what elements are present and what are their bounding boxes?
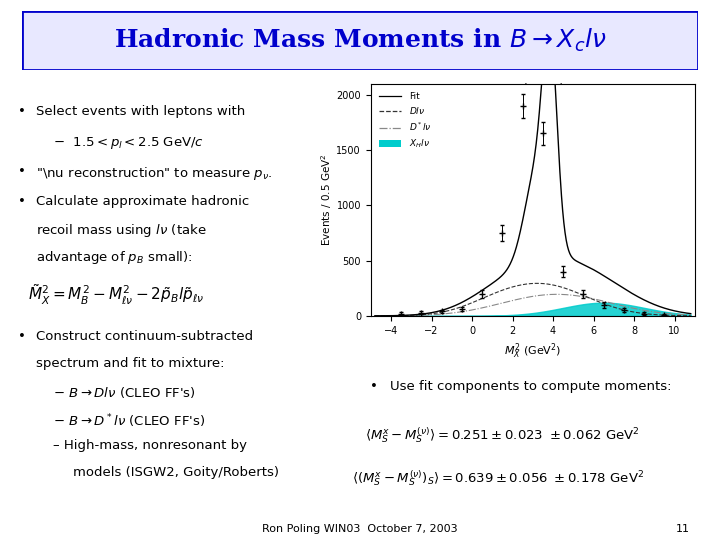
- Text: •: •: [18, 105, 26, 118]
- Text: "\nu reconstruction" to measure $p_\nu$.: "\nu reconstruction" to measure $p_\nu$.: [36, 165, 272, 182]
- Text: models (ISGW2, Goity/Roberts): models (ISGW2, Goity/Roberts): [73, 466, 279, 479]
- Text: $\langle M_S^x - M_S^{(\nu)}\rangle = 0.251\pm0.023\ \pm0.062$ GeV$^2$: $\langle M_S^x - M_S^{(\nu)}\rangle = 0.…: [365, 425, 639, 445]
- Text: advantage of $p_B$ small):: advantage of $p_B$ small):: [36, 249, 193, 266]
- Text: Select events with leptons with: Select events with leptons with: [36, 105, 246, 118]
- Text: 11: 11: [676, 524, 690, 534]
- FancyBboxPatch shape: [22, 11, 698, 70]
- Text: $-\ \ 1.5 < p_l < 2.5$ GeV/$c$: $-\ \ 1.5 < p_l < 2.5$ GeV/$c$: [53, 135, 204, 151]
- Text: , 251808 (2001): , 251808 (2001): [463, 83, 564, 96]
- Text: recoil mass using $l\nu$ (take: recoil mass using $l\nu$ (take: [36, 222, 207, 239]
- Text: •: •: [18, 195, 26, 208]
- Text: Hadronic Mass Moments in $B\rightarrow X_c l\nu$: Hadronic Mass Moments in $B\rightarrow X…: [114, 27, 606, 54]
- Text: 88: 88: [450, 83, 467, 96]
- Text: Calculate approximate hadronic: Calculate approximate hadronic: [36, 195, 249, 208]
- Text: $-\ B\rightarrow Dl\nu$ (CLEO FF's): $-\ B\rightarrow Dl\nu$ (CLEO FF's): [53, 385, 196, 400]
- Text: •: •: [18, 330, 26, 343]
- Text: Ron Poling WIN03  October 7, 2003: Ron Poling WIN03 October 7, 2003: [262, 524, 458, 534]
- Text: Use fit components to compute moments:: Use fit components to compute moments:: [390, 380, 672, 393]
- Text: •: •: [370, 380, 378, 393]
- Text: •: •: [18, 165, 26, 178]
- Text: PRL: PRL: [430, 83, 457, 96]
- X-axis label: $M_X^2$ (GeV$^2$): $M_X^2$ (GeV$^2$): [504, 341, 562, 361]
- Text: – High-mass, nonresonant by: – High-mass, nonresonant by: [53, 439, 247, 452]
- Text: $\langle(M_S^x - M_S^{(\nu)})_S\rangle= 0.639\pm0.056\ \pm0.178$ GeV$^2$: $\langle(M_S^x - M_S^{(\nu)})_S\rangle= …: [352, 468, 644, 488]
- Text: $-\ B\rightarrow D^*l\nu$ (CLEO FF's): $-\ B\rightarrow D^*l\nu$ (CLEO FF's): [53, 412, 205, 430]
- Text: $\tilde{M}_X^2 = M_B^2 - M_{\ell\nu}^2 - 2\tilde{p}_B l\tilde{p}_{\ell\nu}$: $\tilde{M}_X^2 = M_B^2 - M_{\ell\nu}^2 -…: [28, 282, 204, 307]
- Legend: Fit, $Dl\nu$, $D^*l\nu$, $X_H l\nu$: Fit, $Dl\nu$, $D^*l\nu$, $X_H l\nu$: [375, 88, 435, 154]
- Text: Construct continuum-subtracted: Construct continuum-subtracted: [36, 330, 253, 343]
- Text: spectrum and fit to mixture:: spectrum and fit to mixture:: [36, 357, 225, 370]
- Y-axis label: Events / 0.5 GeV$^2$: Events / 0.5 GeV$^2$: [319, 153, 333, 246]
